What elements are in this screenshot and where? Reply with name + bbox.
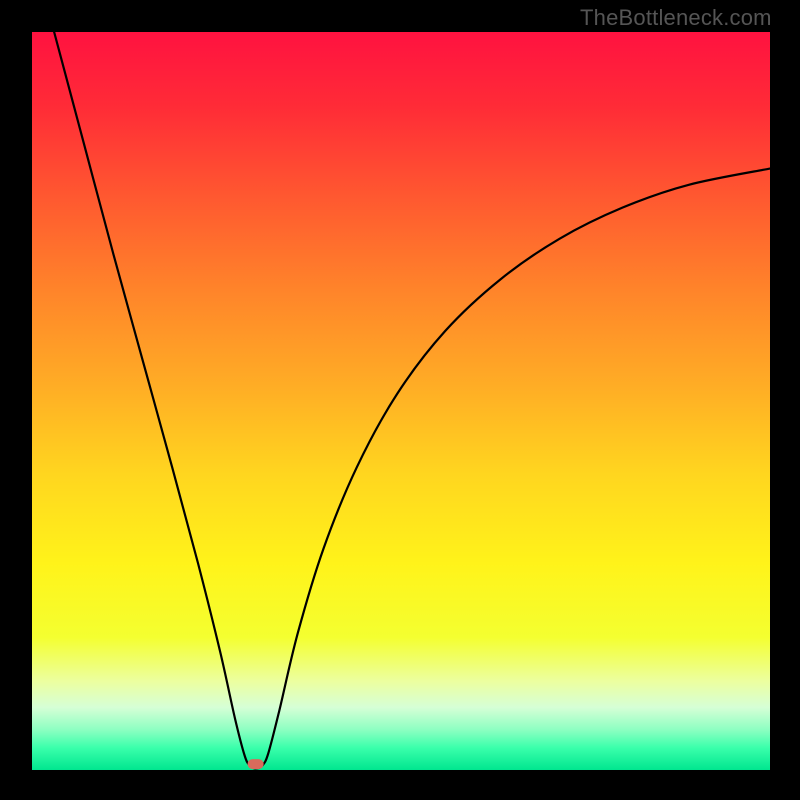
watermark-text: TheBottleneck.com (580, 5, 772, 31)
minimum-marker (248, 759, 264, 769)
plot-background (32, 32, 770, 770)
chart-svg (0, 0, 800, 800)
